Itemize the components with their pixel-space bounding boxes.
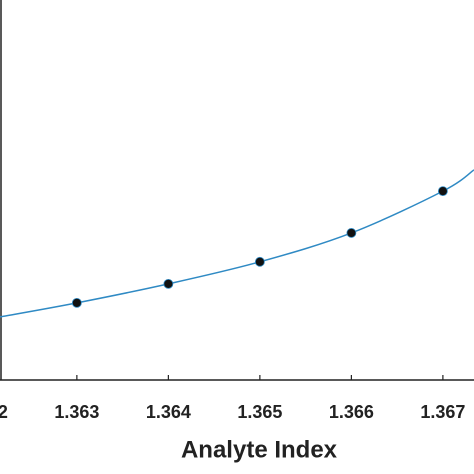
fit-line	[0, 169, 474, 318]
data-point	[71, 297, 82, 308]
x-tick-label: 1.366	[329, 402, 374, 422]
data-point	[163, 278, 174, 289]
x-tick-label: 1.363	[54, 402, 99, 422]
data-point	[254, 256, 265, 267]
data-point	[346, 228, 357, 238]
data-point	[437, 186, 448, 197]
x-tick-label: 1.367	[420, 402, 465, 422]
x-tick-label: 1.364	[146, 402, 191, 422]
x-tick-label: 1.365	[237, 402, 282, 422]
x-tick-label: 1.362	[0, 402, 8, 422]
x-axis-label: Analyte Index	[181, 436, 338, 463]
